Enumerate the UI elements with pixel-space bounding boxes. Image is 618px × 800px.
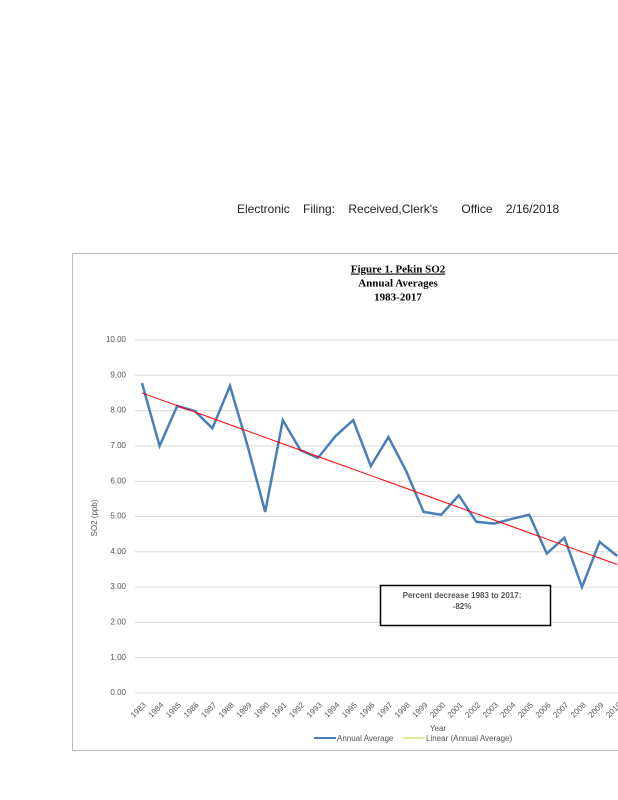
- x-tick-label: 2010: [604, 700, 618, 719]
- x-tick-label: 2004: [499, 700, 518, 719]
- x-tick-label: 1994: [323, 700, 342, 719]
- chart-subtitle: Annual Averages: [358, 278, 438, 290]
- x-tick-label: 1984: [147, 700, 166, 719]
- x-tick-label: 1986: [182, 700, 201, 719]
- x-tick-label: 1997: [375, 700, 394, 719]
- x-tick-label: 2005: [516, 700, 535, 719]
- x-tick-label: 1998: [393, 700, 412, 719]
- x-tick-label: 2006: [534, 700, 553, 719]
- y-tick-label: 10.00: [106, 335, 127, 344]
- chart-subtitle: 1983-2017: [374, 292, 422, 304]
- y-tick-label: 0.00: [110, 688, 126, 697]
- annotation-text: -82%: [453, 602, 472, 611]
- x-axis-label: Year: [430, 724, 447, 733]
- y-tick-label: 8.00: [110, 406, 126, 415]
- x-tick-label: 2009: [587, 700, 606, 719]
- x-tick-label: 2000: [428, 700, 447, 719]
- x-tick-label: 2008: [569, 700, 588, 719]
- annotation-text: Percent decrease 1983 to 2017:: [403, 591, 522, 600]
- y-tick-label: 5.00: [110, 512, 126, 521]
- x-tick-label: 1988: [217, 700, 236, 719]
- x-tick-label: 2001: [446, 700, 465, 719]
- x-tick-label: 1989: [235, 700, 254, 719]
- x-tick-label: 2003: [481, 700, 500, 719]
- x-tick-label: 1987: [199, 700, 218, 719]
- x-tick-label: 1996: [358, 700, 377, 719]
- x-tick-label: 1995: [340, 700, 359, 719]
- data-line: [140, 382, 618, 591]
- x-tick-label: 1999: [411, 700, 430, 719]
- y-tick-label: 1.00: [110, 653, 126, 662]
- legend-label: Annual Average: [337, 734, 394, 743]
- y-tick-label: 7.00: [110, 441, 126, 450]
- trend-line: [141, 392, 618, 565]
- y-tick-label: 9.00: [110, 370, 126, 379]
- x-tick-label: 1991: [270, 700, 289, 719]
- x-tick-label: 1983: [129, 700, 148, 719]
- y-tick-label: 3.00: [110, 582, 126, 591]
- y-tick-label: 2.00: [110, 618, 126, 627]
- x-tick-label: 1985: [164, 700, 183, 719]
- chart-title: Figure 1. Pekin SO2: [351, 264, 446, 276]
- x-tick-label: 1992: [287, 700, 306, 719]
- y-tick-label: 6.00: [110, 476, 126, 485]
- x-tick-label: 1993: [305, 700, 324, 719]
- annotation-box: [379, 584, 552, 627]
- chart-frame: [72, 253, 618, 751]
- legend-label: Linear (Annual Average): [426, 734, 512, 743]
- filing-header: Electronic Filing: Received,Clerk's Offi…: [237, 202, 560, 216]
- y-tick-label: 4.00: [110, 547, 126, 556]
- y-axis-label: SO2 (ppb): [90, 499, 99, 536]
- x-tick-label: 1990: [252, 700, 271, 719]
- x-tick-label: 2007: [551, 700, 570, 719]
- x-tick-label: 2002: [463, 700, 482, 719]
